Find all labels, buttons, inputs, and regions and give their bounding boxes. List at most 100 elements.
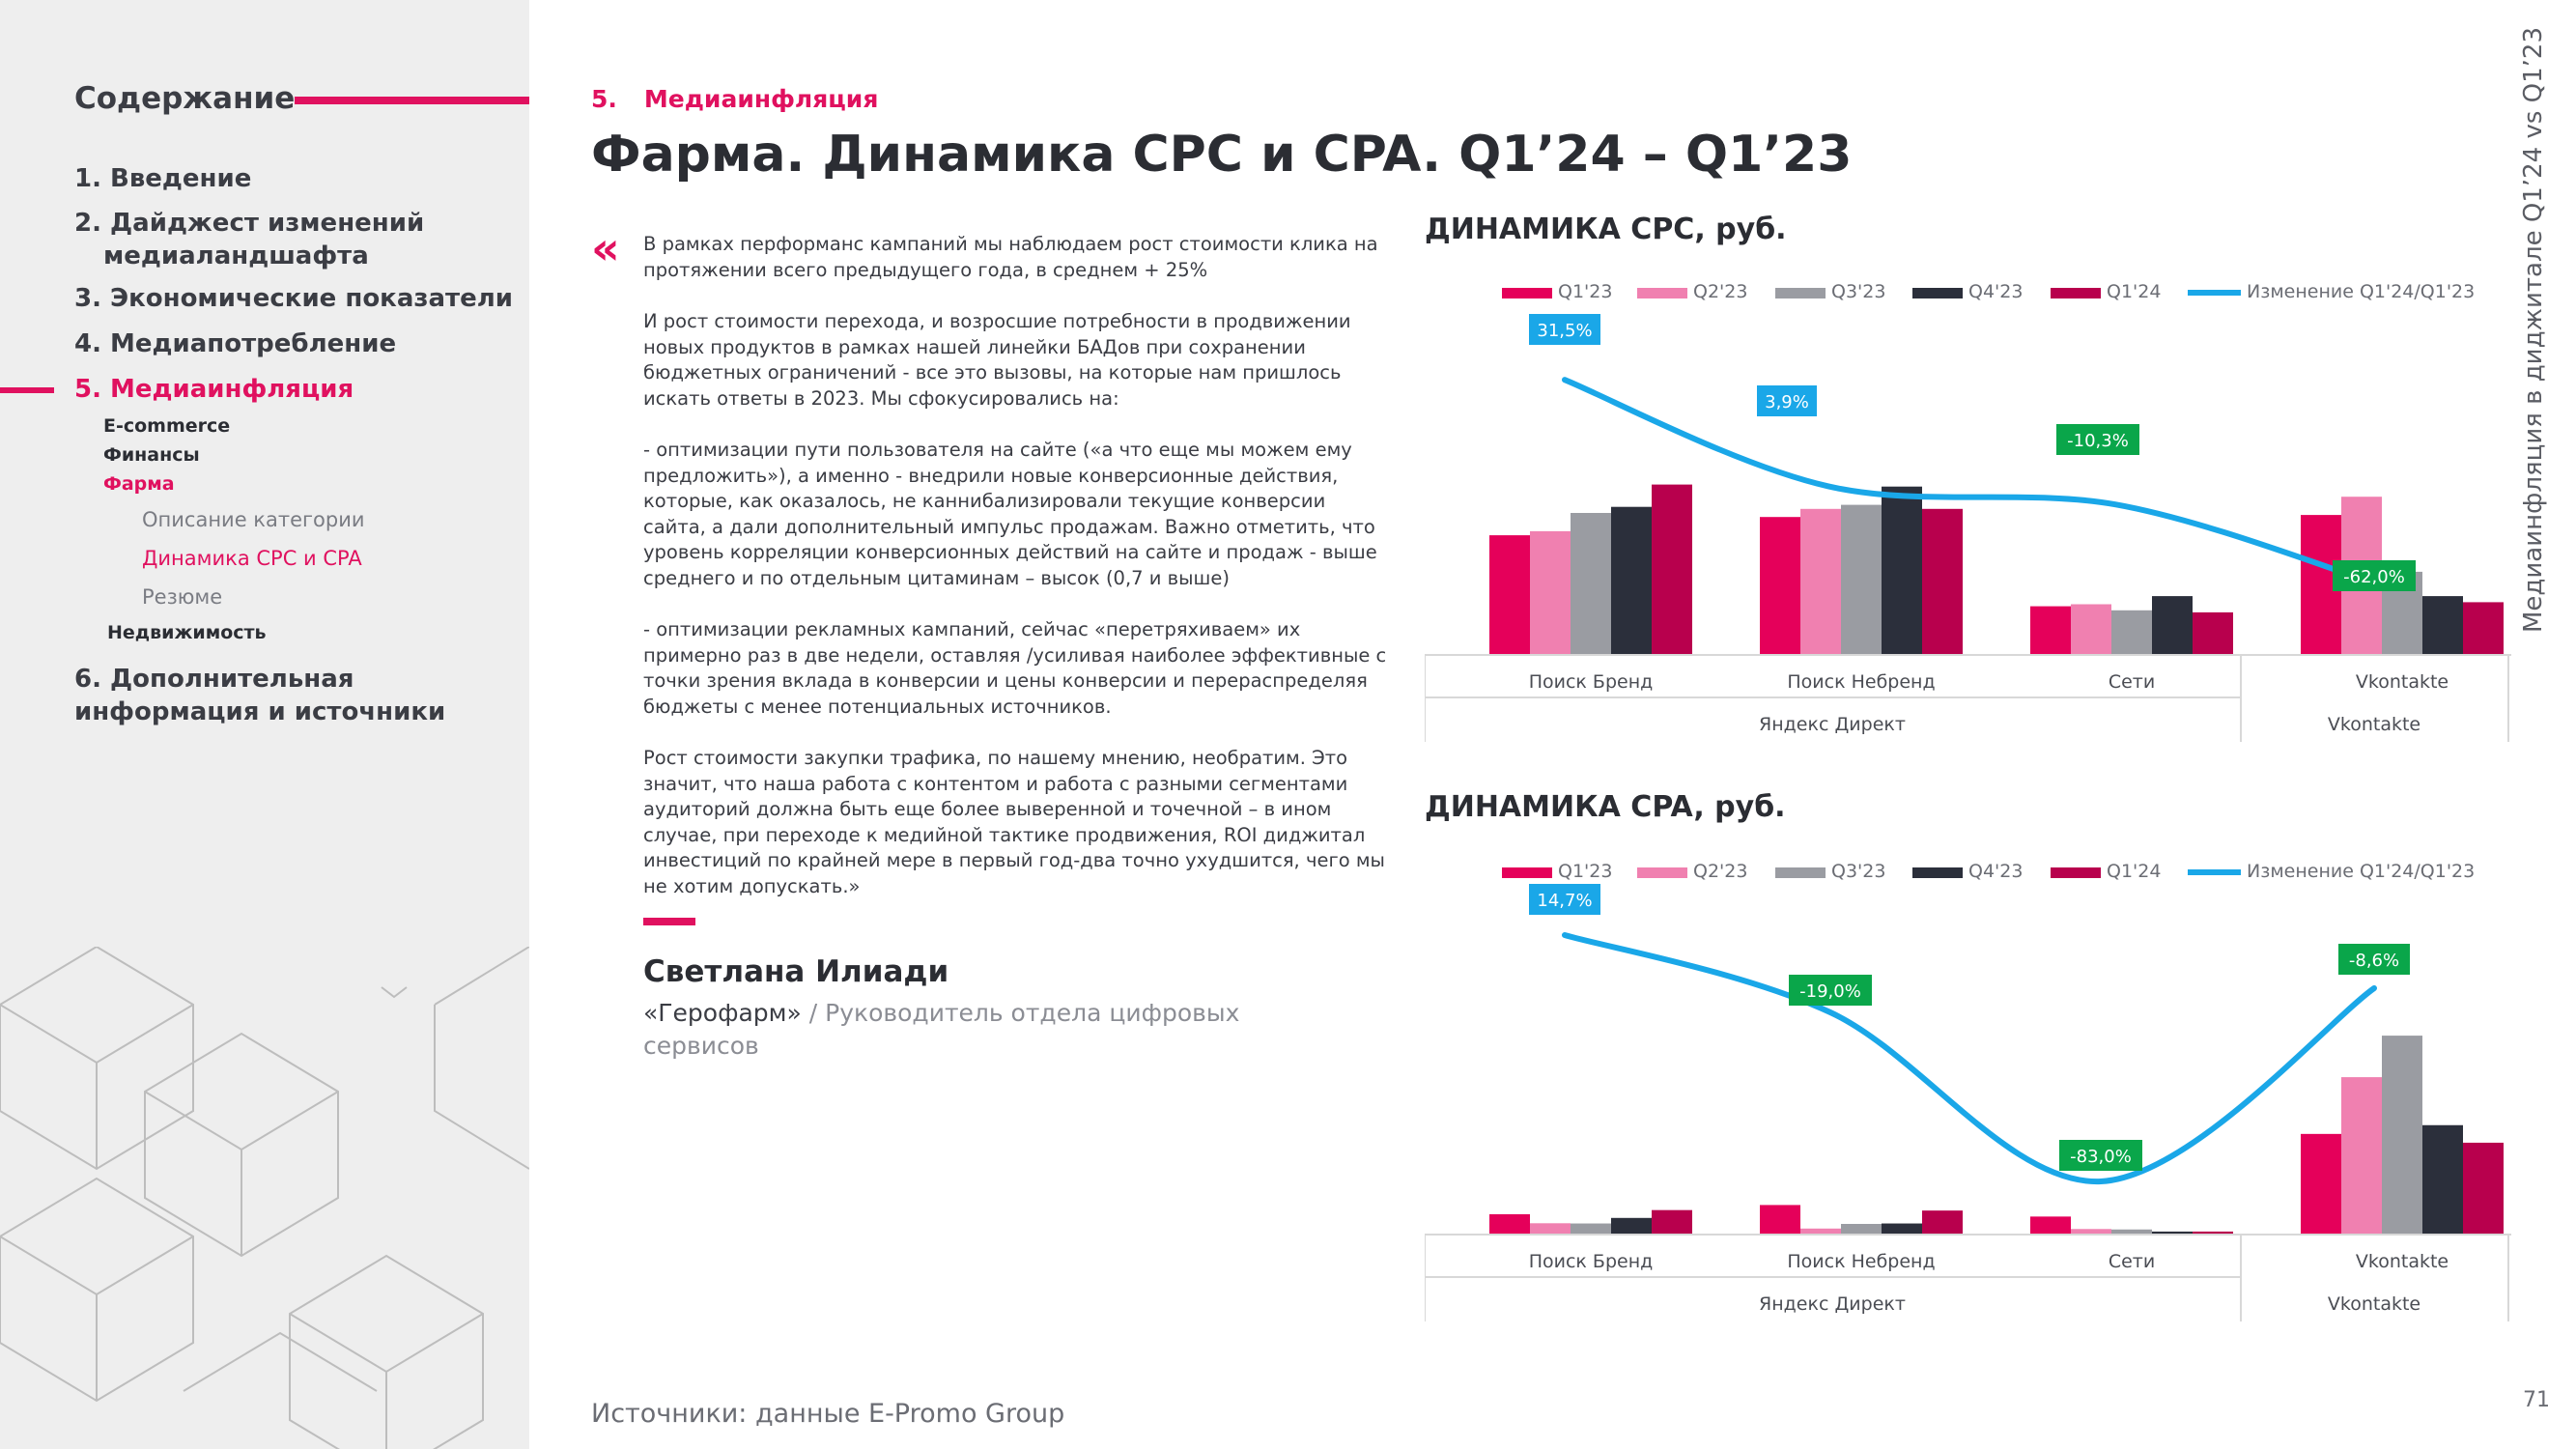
author-position: / Руководитель отдела цифровых сервисов bbox=[643, 999, 1240, 1060]
page-title: Фарма. Динамика CPC и CPA. Q1’24 – Q1’23 bbox=[591, 126, 1853, 184]
change-label-bg-cpa-1 bbox=[1789, 975, 1872, 1006]
legend-label-cpa-1: Q2'23 bbox=[1693, 861, 1747, 882]
change-label-cpa-0: 14,7% bbox=[1529, 884, 1600, 915]
cube-pattern-decoration bbox=[0, 947, 529, 1449]
author-divider bbox=[643, 918, 695, 925]
sources-footnote: Источники: данные E-Promo Group bbox=[591, 1399, 1065, 1429]
toc-active-marker bbox=[0, 387, 54, 393]
legend-label-cpa-2: Q3'23 bbox=[1831, 861, 1885, 882]
bar-cpa-3-0 bbox=[2301, 1133, 2341, 1235]
legend-swatch-cpc-1 bbox=[1637, 288, 1687, 298]
toc-list: 1. Введение 2. Дайджест изменений медиал… bbox=[74, 162, 519, 728]
x-tick-cpa-3: Vkontakte bbox=[2356, 1251, 2449, 1272]
legend-label-cpc-4: Q1'24 bbox=[2107, 281, 2161, 302]
toc-item-media-consumption[interactable]: 4. Медиапотребление bbox=[74, 329, 397, 358]
toc-item-additional[interactable]: 6. Дополнительная информация и источники bbox=[74, 665, 446, 726]
toc-title-underline bbox=[295, 97, 529, 104]
change-label-bg-cpa-3 bbox=[2338, 944, 2410, 975]
bar-cpc-1-2 bbox=[1841, 504, 1882, 655]
bar-cpc-2-2 bbox=[2111, 610, 2152, 655]
toc-item-digest[interactable]: 2. Дайджест изменений медиаландшафта bbox=[74, 209, 425, 270]
bar-cpa-2-3 bbox=[2152, 1231, 2193, 1235]
x-tick-cpc-2: Сети bbox=[2109, 671, 2155, 693]
toc-pharma-category[interactable]: Описание категории bbox=[142, 508, 365, 531]
bar-cpa-0-4 bbox=[1652, 1209, 1692, 1235]
bar-cpc-0-2 bbox=[1571, 513, 1611, 655]
quote-paragraph: Рост стоимости закупки трафика, по нашем… bbox=[643, 747, 1385, 897]
group-label-cpa-0: Яндекс Директ bbox=[1759, 1293, 1906, 1315]
chart-title-cpa: ДИНАМИКА CPA, руб. bbox=[1425, 790, 1786, 824]
bar-cpc-0-3 bbox=[1611, 506, 1652, 655]
bar-cpa-0-3 bbox=[1611, 1217, 1652, 1235]
bar-cpc-2-0 bbox=[2030, 606, 2071, 655]
toc-pharma-summary[interactable]: Резюме bbox=[142, 585, 223, 609]
legend-swatch-cpa-4 bbox=[2051, 867, 2101, 878]
x-tick-cpc-0: Поиск Бренд bbox=[1529, 671, 1654, 693]
legend-label-cpa-4: Q1'24 bbox=[2107, 861, 2161, 882]
bar-cpa-3-4 bbox=[2463, 1142, 2504, 1235]
vertical-side-title: Медиаинфляция в диджитале Q1’24 vs Q1’23 bbox=[2511, 27, 2550, 633]
bar-cpc-1-4 bbox=[1922, 508, 1963, 655]
bar-cpc-1-0 bbox=[1760, 517, 1800, 655]
bar-cpa-0-1 bbox=[1530, 1223, 1571, 1235]
author-org: «Герофарм» bbox=[643, 999, 802, 1027]
chart-cpc-svg: Q1'23 Q2'23 Q3'23 Q4'23 Q1'24 Изменение Q1'24… bbox=[1425, 281, 2511, 742]
bar-cpc-2-1 bbox=[2071, 604, 2111, 655]
chart-title-cpc: ДИНАМИКА CPC, руб. bbox=[1425, 213, 1787, 246]
toc-item-intro[interactable]: 1. Введение bbox=[74, 164, 252, 193]
toc-item-economics[interactable]: 3. Экономические показатели bbox=[74, 284, 513, 313]
quote-text: В рамках перформанс кампаний мы наблюдае… bbox=[643, 232, 1392, 925]
bar-cpa-1-1 bbox=[1800, 1228, 1841, 1235]
legend-swatch-cpa-3 bbox=[1912, 867, 1963, 878]
bar-cpa-1-0 bbox=[1760, 1205, 1800, 1235]
toc-pharma-cpc-cpa[interactable]: Динамика CPC и CPA bbox=[142, 547, 362, 570]
legend-label-cpc-change: Изменение Q1'24/Q1'23 bbox=[2247, 281, 2475, 302]
x-tick-cpc-1: Поиск Небренд bbox=[1787, 671, 1935, 693]
legend-label-cpa-0: Q1'23 bbox=[1558, 861, 1612, 882]
change-label-text-cpc-3: -62,0% bbox=[2343, 567, 2405, 587]
legend-swatch-cpc-2 bbox=[1775, 288, 1826, 298]
quote-paragraph: И рост стоимости перехода, и возросшие п… bbox=[643, 310, 1351, 410]
legend-swatch-cpa-2 bbox=[1775, 867, 1826, 878]
bar-cpc-1-3 bbox=[1882, 486, 1922, 655]
toc-sub-realty[interactable]: Недвижимость bbox=[107, 622, 267, 643]
toc-item-media-inflation[interactable]: 5. Медиаинфляция bbox=[74, 375, 354, 404]
legend-label-cpa-change: Изменение Q1'24/Q1'23 bbox=[2247, 861, 2475, 882]
bar-cpc-1-1 bbox=[1800, 508, 1841, 655]
change-label-cpc-2: -10,3% bbox=[2056, 424, 2139, 455]
bar-cpa-3-1 bbox=[2341, 1077, 2382, 1235]
change-label-cpa-1: -19,0% bbox=[1789, 975, 1872, 1006]
group-label-cpc-0: Яндекс Директ bbox=[1759, 714, 1906, 735]
toc-sub-ecommerce[interactable]: E-commerce bbox=[103, 415, 231, 437]
change-label-bg-cpc-1 bbox=[1757, 385, 1817, 416]
change-label-bg-cpa-2 bbox=[2059, 1140, 2142, 1171]
group-label-cpa-1: Vkontakte bbox=[2328, 1293, 2420, 1315]
bar-cpa-1-4 bbox=[1922, 1210, 1963, 1235]
chart-cpa: Q1'23 Q2'23 Q3'23 Q4'23 Q1'24 Изменение Q1'24… bbox=[1425, 845, 2511, 1328]
change-label-cpa-2: -83,0% bbox=[2059, 1140, 2142, 1171]
x-tick-cpa-0: Поиск Бренд bbox=[1529, 1251, 1654, 1272]
quote-paragraph: - оптимизации рекламных кампаний, сейчас… bbox=[643, 618, 1387, 718]
x-tick-cpc-3: Vkontakte bbox=[2356, 671, 2449, 693]
section-label: 5. Медиаинфляция bbox=[591, 85, 878, 113]
change-label-bg-cpc-3 bbox=[2333, 560, 2416, 591]
bar-cpa-2-2 bbox=[2111, 1229, 2152, 1235]
bar-cpc-0-0 bbox=[1489, 535, 1530, 655]
change-label-text-cpa-0: 14,7% bbox=[1537, 891, 1592, 911]
toc-sub-finance[interactable]: Финансы bbox=[103, 444, 200, 466]
bar-cpc-3-4 bbox=[2463, 602, 2504, 655]
legend-swatch-cpc-4 bbox=[2051, 288, 2101, 298]
bar-cpc-2-3 bbox=[2152, 596, 2193, 655]
change-label-text-cpc-1: 3,9% bbox=[1765, 392, 1809, 412]
bar-cpa-1-2 bbox=[1841, 1224, 1882, 1235]
bar-cpa-2-4 bbox=[2193, 1231, 2233, 1235]
legend-label-cpc-3: Q4'23 bbox=[1968, 281, 2023, 302]
toc-sub-pharma[interactable]: Фарма bbox=[103, 473, 175, 495]
change-label-text-cpc-0: 31,5% bbox=[1537, 321, 1592, 341]
change-label-bg-cpa-0 bbox=[1529, 884, 1600, 915]
bar-cpa-3-3 bbox=[2422, 1124, 2463, 1235]
author-name: Светлана Илиади bbox=[643, 954, 949, 989]
chart-cpc: Q1'23 Q2'23 Q3'23 Q4'23 Q1'24 Изменение Q1'24… bbox=[1425, 266, 2511, 749]
quote-paragraph: В рамках перформанс кампаний мы наблюдае… bbox=[643, 233, 1378, 281]
chart-cpa-svg: Q1'23 Q2'23 Q3'23 Q4'23 Q1'24 Изменение Q1'24… bbox=[1425, 861, 2511, 1321]
